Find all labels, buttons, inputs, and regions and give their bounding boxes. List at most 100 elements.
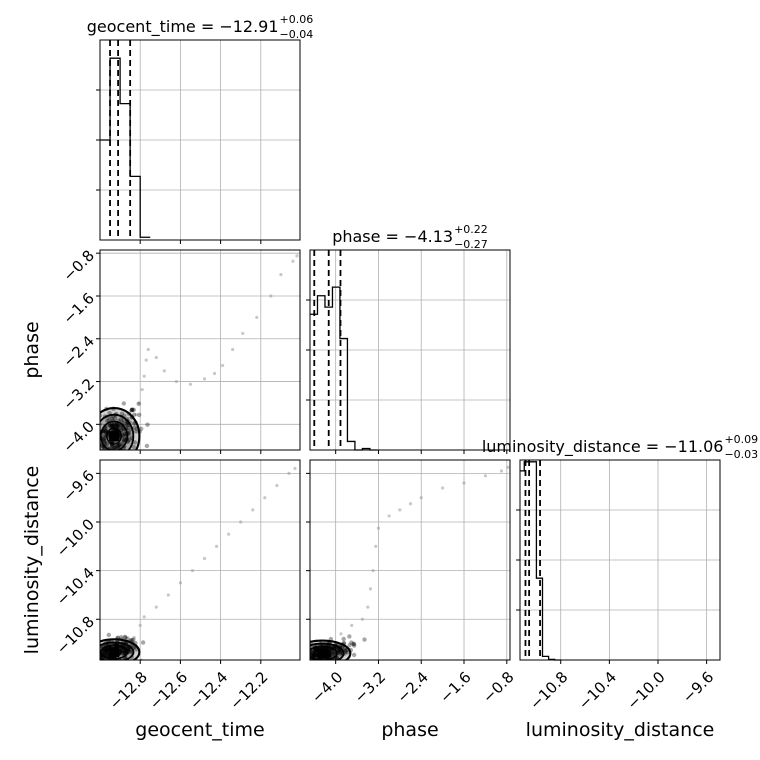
sample-point: [109, 422, 114, 427]
title-lower-error: −0.27: [454, 238, 488, 251]
x-tick-label: −0.8: [479, 668, 517, 706]
panel-title-phase: phase = −4.13 +0.22 −0.27: [332, 223, 488, 251]
sample-point: [297, 661, 301, 665]
sample-point: [119, 635, 124, 640]
sample-point: [137, 401, 141, 405]
sample-point: [146, 347, 150, 352]
sample-point: [162, 369, 166, 373]
sample-point: [166, 593, 170, 597]
sample-point: [121, 433, 126, 438]
sample-point: [101, 450, 105, 454]
sample-point: [123, 421, 129, 427]
sample-point: [117, 442, 122, 448]
sample-point: [111, 423, 116, 428]
panel-title-text: geocent_time = −12.91: [87, 17, 279, 37]
sample-point: [336, 647, 342, 653]
sample-point: [93, 657, 97, 661]
sample-point: [105, 452, 109, 456]
sample-point: [112, 416, 118, 421]
sample-point: [101, 660, 105, 664]
sample-point: [308, 660, 312, 664]
sample-point: [100, 413, 103, 418]
sample-point: [368, 587, 373, 591]
sample-point: [92, 447, 96, 451]
sample-point: [95, 452, 99, 456]
sample-point: [154, 605, 158, 609]
y-tick-label: −4.0: [60, 418, 98, 456]
panel-title-text: phase = −4.13: [332, 227, 453, 246]
sample-point: [295, 254, 299, 258]
sample-point: [374, 544, 378, 548]
sample-point: [102, 438, 107, 444]
sample-point: [499, 469, 504, 473]
y-axis-label-phase: phase: [21, 321, 43, 378]
sample-point: [291, 661, 295, 665]
sample-point: [88, 445, 92, 449]
sample-point: [102, 455, 106, 459]
sample-point: [137, 412, 142, 418]
sample-point: [111, 423, 116, 429]
sample-point: [115, 423, 121, 429]
sample-point: [99, 671, 103, 675]
sample-point: [310, 661, 314, 665]
sample-point: [130, 407, 135, 413]
sample-point: [112, 445, 118, 450]
sample-point: [114, 423, 120, 428]
sample-point: [123, 635, 128, 640]
sample-point: [306, 660, 310, 664]
sample-point: [112, 662, 116, 666]
sample-point: [93, 452, 97, 456]
sample-point: [122, 431, 128, 437]
sample-point: [303, 647, 307, 651]
panel-title-geocent_time: geocent_time = −12.91 +0.06 −0.04: [87, 13, 314, 41]
sample-point: [239, 520, 243, 524]
sample-point: [330, 651, 336, 656]
sample-point: [94, 651, 98, 655]
sample-point: [462, 481, 466, 485]
sample-point: [109, 416, 115, 421]
y-axis-label-luminosity_distance: luminosity_distance: [21, 466, 43, 655]
sample-point: [366, 605, 370, 609]
sample-point: [144, 358, 148, 362]
sample-point: [101, 452, 105, 456]
sample-point: [91, 647, 95, 651]
title-lower-error: −0.04: [280, 28, 314, 41]
sample-point: [121, 418, 126, 423]
sample-point: [305, 650, 309, 654]
sample-point: [108, 459, 112, 463]
sample-point: [116, 443, 122, 448]
sample-point: [221, 363, 225, 368]
x-tick-label: −10.0: [624, 668, 669, 713]
sample-point: [190, 569, 195, 573]
sample-point: [80, 661, 84, 665]
sample-point: [107, 451, 111, 455]
panel-frame: [99, 459, 301, 661]
sample-point: [95, 454, 99, 458]
sample-point: [483, 474, 488, 478]
sample-point: [87, 451, 91, 455]
sample-point: [78, 651, 82, 655]
sample-point: [87, 655, 91, 659]
sample-point: [91, 445, 95, 449]
sample-point: [110, 443, 115, 449]
title-upper-error: +0.09: [724, 433, 758, 446]
x-tick-label: −9.6: [679, 668, 717, 706]
sample-point: [114, 444, 119, 449]
x-axis-label-phase: phase: [381, 719, 438, 741]
sample-point: [97, 457, 101, 461]
x-axis-label-luminosity_distance: luminosity_distance: [526, 719, 715, 741]
sample-point: [89, 462, 93, 466]
x-tick-label: −3.2: [351, 668, 389, 706]
sample-point: [116, 443, 121, 448]
sample-point: [337, 649, 343, 654]
sample-point: [118, 417, 124, 422]
sample-point: [95, 649, 99, 653]
sample-point: [105, 418, 110, 423]
y-tick-label: −9.6: [60, 467, 98, 505]
sample-point: [95, 438, 99, 442]
sample-point: [91, 440, 95, 444]
sample-point: [133, 429, 138, 434]
panel-frame: [309, 249, 511, 451]
sample-point: [188, 382, 193, 386]
sample-point: [126, 430, 132, 436]
